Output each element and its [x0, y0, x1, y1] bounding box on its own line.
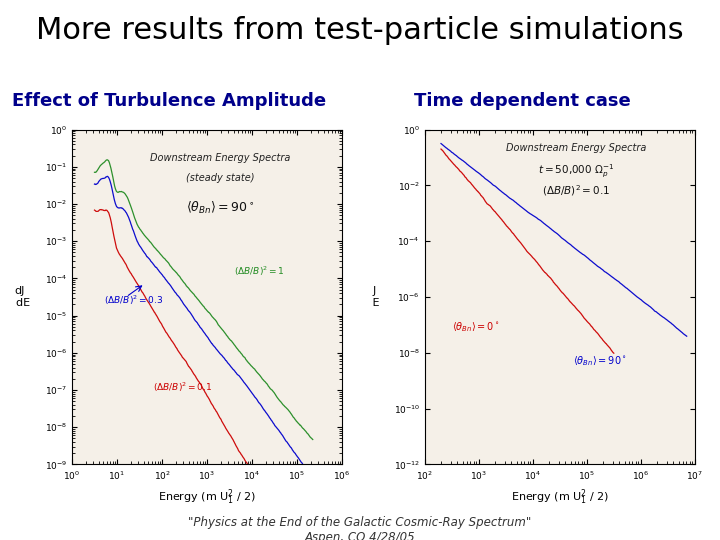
- Text: More results from test-particle simulations: More results from test-particle simulati…: [36, 16, 684, 45]
- Text: $(\Delta B/B)^2 = 0.3$: $(\Delta B/B)^2 = 0.3$: [104, 293, 164, 307]
- Text: $(\Delta B/B)^2 = 0.1$: $(\Delta B/B)^2 = 0.1$: [153, 380, 212, 394]
- X-axis label: Energy (m U$_1^2$ / 2): Energy (m U$_1^2$ / 2): [158, 487, 256, 507]
- Text: Time dependent case: Time dependent case: [413, 92, 631, 110]
- Y-axis label: J
 E: J E: [369, 286, 379, 308]
- X-axis label: Energy (m U$_1^2$ / 2): Energy (m U$_1^2$ / 2): [510, 487, 609, 507]
- Text: Downstream Energy Spectra: Downstream Energy Spectra: [506, 143, 646, 153]
- Text: "Physics at the End of the Galactic Cosmic-Ray Spectrum"
Aspen, CO 4/28/05: "Physics at the End of the Galactic Cosm…: [189, 516, 531, 540]
- Text: (steady state): (steady state): [186, 173, 255, 183]
- Text: $t = 50{,}000\ \Omega_p^{-1}$: $t = 50{,}000\ \Omega_p^{-1}$: [538, 163, 614, 180]
- Text: $(\Delta B/B)^2 = 1$: $(\Delta B/B)^2 = 1$: [234, 265, 285, 278]
- Text: $\langle\theta_{Bn}\rangle = 0^\circ$: $\langle\theta_{Bn}\rangle = 0^\circ$: [452, 320, 500, 334]
- Text: Effect of Turbulence Amplitude: Effect of Turbulence Amplitude: [12, 92, 326, 110]
- Y-axis label: dJ
  dE: dJ dE: [9, 286, 30, 308]
- Text: $\langle\theta_{Bn}\rangle = 90^\circ$: $\langle\theta_{Bn}\rangle = 90^\circ$: [186, 200, 255, 216]
- Text: Downstream Energy Spectra: Downstream Energy Spectra: [150, 153, 291, 163]
- Text: $\langle\theta_{Bn}\rangle = 90^\circ$: $\langle\theta_{Bn}\rangle = 90^\circ$: [573, 354, 627, 368]
- Text: $(\Delta B/B)^2 = 0.1$: $(\Delta B/B)^2 = 0.1$: [542, 183, 610, 198]
